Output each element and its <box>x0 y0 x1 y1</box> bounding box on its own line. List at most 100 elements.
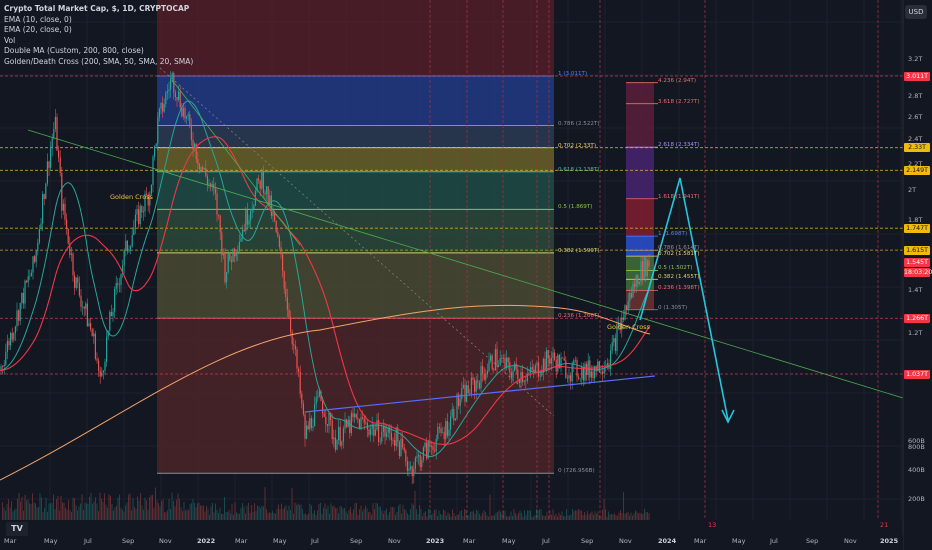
price-candle <box>114 288 116 312</box>
price-candle <box>157 117 159 144</box>
time-axis-tick: Mar <box>235 537 248 545</box>
price-candle <box>258 178 260 181</box>
volume-bar <box>303 513 305 520</box>
volume-bar <box>246 505 248 520</box>
price-candle <box>341 441 343 446</box>
price-candle <box>259 180 261 189</box>
volume-bar <box>479 513 480 520</box>
time-axis-tick: Jul <box>311 537 319 545</box>
volume-bar <box>404 509 405 520</box>
volume-bar <box>425 511 426 520</box>
fib-ext-zone <box>626 236 654 257</box>
indicator-volume[interactable]: Vol <box>4 35 16 45</box>
volume-bar <box>528 510 530 520</box>
volume-bar <box>107 507 108 520</box>
volume-bar <box>161 501 162 520</box>
volume-bar <box>137 496 138 520</box>
price-candle <box>405 450 407 462</box>
volume-bar <box>32 493 33 520</box>
volume-bar <box>395 514 396 520</box>
price-candle <box>486 371 488 375</box>
time-axis-tick: Mar <box>463 537 476 545</box>
price-candle <box>437 427 439 440</box>
price-candle <box>638 282 640 285</box>
indicator-ema20[interactable]: EMA (20, close, 0) <box>4 25 72 35</box>
price-candle <box>262 170 264 194</box>
price-candle <box>331 420 333 440</box>
price-candle <box>112 311 114 317</box>
fib-zone <box>157 252 554 319</box>
time-axis-tick: Jul <box>542 537 550 545</box>
currency-button[interactable]: USD <box>905 5 927 19</box>
volume-bar <box>378 506 380 520</box>
volume-bar <box>459 511 461 520</box>
price-candle <box>214 188 216 194</box>
volume-bar <box>102 501 104 520</box>
volume-bar <box>213 512 215 520</box>
price-candle <box>56 116 58 151</box>
price-candle <box>430 445 432 447</box>
volume-bar <box>141 505 143 520</box>
volume-bar <box>258 506 260 520</box>
price-candle <box>352 413 354 418</box>
volume-bar <box>393 507 395 520</box>
price-candle <box>603 367 605 374</box>
volume-bar <box>264 487 266 520</box>
volume-bar <box>564 516 566 520</box>
volume-bar <box>599 515 600 520</box>
volume-bar <box>429 509 431 520</box>
price-candle <box>475 380 477 392</box>
price-candle <box>85 303 87 309</box>
price-candle <box>546 350 548 370</box>
price-candle <box>579 378 581 380</box>
price-candle <box>110 311 112 317</box>
price-candle <box>392 440 394 441</box>
volume-bar <box>611 513 612 520</box>
volume-bar <box>510 511 512 520</box>
volume-bar <box>260 508 261 520</box>
volume-bar <box>152 494 153 520</box>
volume-bar <box>471 511 473 520</box>
volume-bar <box>371 514 372 520</box>
indicator-double-ma[interactable]: Double MA (Custom, 200, 800, close) <box>4 46 144 56</box>
volume-bar <box>399 504 401 520</box>
price-candle <box>206 176 208 185</box>
price-candle <box>272 212 274 216</box>
volume-bar <box>428 508 429 520</box>
price-candle <box>504 357 506 368</box>
price-candle <box>448 429 450 436</box>
volume-bar <box>470 511 471 520</box>
volume-bar <box>455 515 456 520</box>
price-candle <box>413 468 415 477</box>
indicator-ema10[interactable]: EMA (10, close, 0) <box>4 14 72 24</box>
price-candle <box>453 409 455 421</box>
price-tag: 1.545T <box>904 258 930 268</box>
price-candle <box>584 363 586 381</box>
price-candle <box>168 89 170 92</box>
time-marker-label: 13 <box>708 521 717 529</box>
volume-bar <box>573 511 575 520</box>
volume-bar <box>111 504 113 520</box>
volume-bar <box>315 515 317 520</box>
volume-bar <box>359 509 360 520</box>
price-axis-tick: 2.4T <box>908 135 923 144</box>
volume-bar <box>434 509 435 520</box>
volume-bar <box>446 515 447 520</box>
tradingview-logo[interactable]: TV <box>6 522 28 536</box>
volume-bar <box>41 497 42 520</box>
volume-bar <box>563 515 564 520</box>
volume-bar <box>437 516 438 520</box>
volume-bar <box>30 504 32 520</box>
price-candle <box>381 431 383 442</box>
volume-bar <box>272 510 273 520</box>
volume-bar <box>47 512 48 520</box>
price-candle <box>253 205 255 210</box>
price-candle <box>139 205 141 225</box>
volume-bar <box>392 506 393 520</box>
volume-bar <box>635 510 636 520</box>
price-candle <box>312 426 314 428</box>
price-candle <box>512 370 514 379</box>
indicator-golden-death-cross[interactable]: Golden/Death Cross (200, SMA, 50, SMA, 2… <box>4 56 194 66</box>
price-candle <box>398 441 400 457</box>
